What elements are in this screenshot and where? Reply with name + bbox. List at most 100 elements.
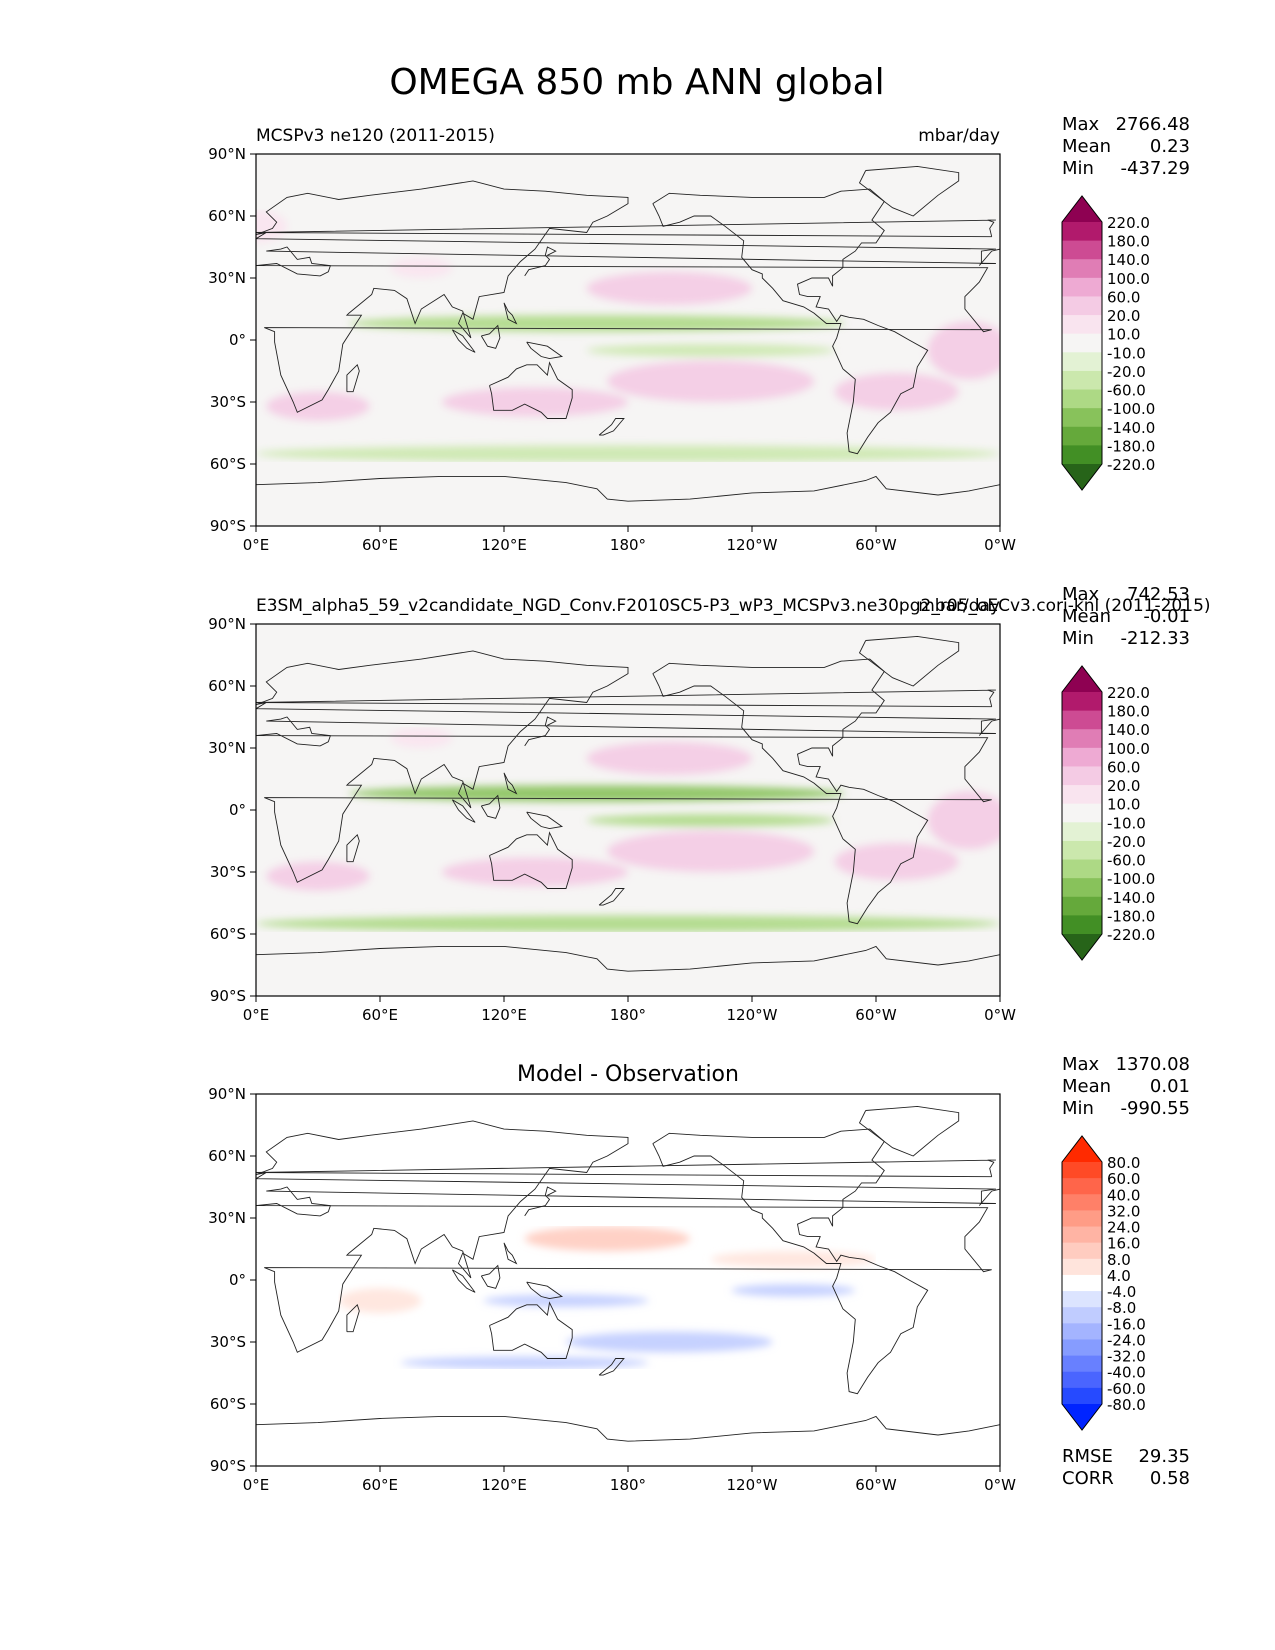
- coastline: [598, 1358, 625, 1376]
- lat-tick-label: 0°: [229, 801, 246, 819]
- map-field: [338, 1226, 876, 1369]
- field-anomaly: [256, 915, 1000, 932]
- colorbar-swatch: [1062, 729, 1102, 749]
- map-background: [256, 624, 1000, 996]
- colorbar-level-label: -220.0: [1107, 456, 1155, 474]
- field-anomaly: [586, 741, 752, 775]
- colorbar-swatch: [1062, 1387, 1102, 1405]
- colorbar-level-label: 20.0: [1107, 307, 1140, 325]
- colorbar-swatch: [1062, 878, 1102, 898]
- stat-label: Mean: [1062, 136, 1111, 157]
- colorbar-swatch: [1062, 1242, 1102, 1260]
- stat-label: Min: [1062, 158, 1094, 179]
- coastline: [256, 219, 996, 238]
- field-anomaly: [710, 1251, 876, 1268]
- lat-tick-label: 60°N: [208, 677, 246, 695]
- colorbar-level-label: 60.0: [1107, 1170, 1140, 1188]
- coastline: [978, 1188, 1000, 1206]
- colorbar-swatch: [1062, 747, 1102, 767]
- colorbar-level-label: -4.0: [1107, 1283, 1136, 1301]
- lat-tick-label: 30°S: [210, 393, 246, 411]
- coastline: [978, 248, 1000, 266]
- lon-tick-label: 0°W: [984, 536, 1016, 554]
- lon-tick-label: 180°: [610, 1006, 646, 1024]
- colorbar-level-label: 60.0: [1107, 288, 1140, 306]
- colorbar-swatch: [1062, 222, 1102, 242]
- coastline: [652, 658, 929, 925]
- colorbar-level-label: 4.0: [1107, 1267, 1131, 1285]
- panel-title-right: mbar/day: [918, 126, 1000, 146]
- colorbar-swatch: [1062, 692, 1102, 712]
- lon-tick-label: 180°: [610, 536, 646, 554]
- field-anomaly: [400, 1356, 649, 1369]
- lat-tick-label: 30°S: [210, 1333, 246, 1351]
- colorbar-swatch: [1062, 710, 1102, 730]
- colorbar-level-label: 140.0: [1107, 251, 1150, 269]
- coastline: [256, 1120, 996, 1353]
- colorbar-swatch: [1062, 445, 1102, 465]
- colorbar-swatch: [1062, 840, 1102, 861]
- lon-tick-label: 0°E: [243, 1476, 270, 1494]
- stat-value: 742.53: [1127, 584, 1190, 605]
- metric-label: RMSE: [1062, 1446, 1113, 1467]
- colorbar-level-label: -100.0: [1107, 400, 1155, 418]
- colorbar-level-label: -220.0: [1107, 926, 1155, 944]
- lat-tick-label: 30°N: [208, 269, 246, 287]
- stat-label: Max: [1062, 114, 1100, 135]
- lat-tick-label: 90°S: [210, 1457, 246, 1475]
- field-anomaly: [566, 1331, 773, 1353]
- colorbar-level-label: 180.0: [1107, 703, 1150, 721]
- lon-tick-label: 60°W: [855, 1006, 897, 1024]
- colorbar-swatch: [1062, 259, 1102, 279]
- colorbar-swatch: [1062, 1355, 1102, 1373]
- coastline: [480, 794, 501, 819]
- map-axes: 0°E 60°E 120°E 180° 120°W 60°W 0°W 90°N 60°N 30°N…: [208, 145, 1016, 554]
- stat-value: -212.33: [1121, 628, 1190, 649]
- colorbar-level-label: -40.0: [1107, 1364, 1146, 1382]
- lat-tick-label: 0°: [229, 331, 246, 349]
- colorbar-level-label: -32.0: [1107, 1348, 1146, 1366]
- panels: MCSPv3 ne120 (2011-2015) mbar/day 0°E 60°E 1…: [208, 114, 1210, 1494]
- lat-tick-label: 0°: [229, 1271, 246, 1289]
- colorbar-level-label: -80.0: [1107, 1396, 1146, 1414]
- field-anomaly: [927, 321, 1000, 380]
- coastline: [451, 799, 476, 823]
- lat-tick-label: 30°N: [208, 1209, 246, 1227]
- field-anomaly: [442, 387, 628, 417]
- lat-tick-label: 60°S: [210, 455, 246, 473]
- panel-title-left: E3SM_alpha5_59_v2candidate_NGD_Conv.F201…: [256, 596, 1211, 616]
- colorbar-level-label: -60.0: [1107, 852, 1146, 870]
- field-anomaly: [338, 1288, 422, 1314]
- coastline: [503, 772, 518, 795]
- colorbar-swatch: [1062, 240, 1102, 260]
- panel-title-right: mbar/day: [918, 596, 1000, 616]
- field-anomaly: [586, 344, 835, 357]
- lat-tick-label: 30°N: [208, 739, 246, 757]
- panel-difference: Model - Observation 0°E 60°E 120°E 180° 120°W…: [208, 1054, 1190, 1494]
- colorbar-swatch: [1062, 277, 1102, 297]
- panel-test: MCSPv3 ne120 (2011-2015) mbar/day 0°E 60°E 1…: [208, 114, 1190, 554]
- stat-label: Min: [1062, 628, 1094, 649]
- lon-tick-label: 180°: [610, 1476, 646, 1494]
- colorbar-swatch: [1062, 315, 1102, 335]
- lon-tick-label: 60°E: [362, 1006, 398, 1024]
- colorbar-swatch: [1062, 1291, 1102, 1308]
- map-field: [256, 209, 1000, 462]
- colorbar-swatch: [1062, 296, 1102, 316]
- field-anomaly: [586, 271, 752, 305]
- lat-tick-label: 30°S: [210, 863, 246, 881]
- lon-tick-label: 0°E: [243, 536, 270, 554]
- lon-tick-label: 120°W: [727, 536, 778, 554]
- coastline: [503, 1242, 518, 1265]
- lon-tick-label: 60°W: [855, 1476, 897, 1494]
- colorbar-level-label: 8.0: [1107, 1251, 1131, 1269]
- colorbar-level-label: -100.0: [1107, 870, 1155, 888]
- colorbar-extend-max: [1062, 1136, 1102, 1162]
- colorbar-swatch: [1062, 1226, 1102, 1244]
- field-anomaly: [524, 1226, 690, 1252]
- coastline: [346, 833, 360, 863]
- stat-value: -0.01: [1143, 606, 1190, 627]
- colorbar-level-label: -10.0: [1107, 344, 1146, 362]
- field-anomaly: [731, 1284, 856, 1297]
- lon-tick-label: 60°E: [362, 1476, 398, 1494]
